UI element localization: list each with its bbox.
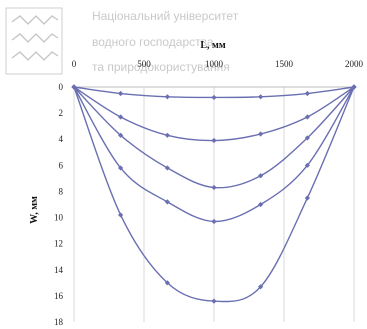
- data-point-s1-4: [211, 94, 217, 101]
- x-tick-label: 1000: [205, 59, 224, 69]
- data-point-s4-5: [258, 201, 264, 208]
- watermark-line-1: Національний університет: [92, 9, 239, 23]
- grid: [73, 86, 355, 322]
- data-point-s3-4: [211, 184, 217, 191]
- watermark-line-2: водного господарства: [92, 35, 214, 49]
- data-point-s3-3: [164, 165, 170, 171]
- data-point-s2-3: [164, 132, 170, 138]
- y-tick-label: 2: [59, 108, 64, 118]
- data-point-s4-4: [211, 218, 217, 225]
- y-tick-label: 12: [54, 239, 63, 249]
- x-tick-label: 2000: [345, 59, 364, 69]
- y-tick-label: 8: [59, 186, 64, 196]
- y-tick-label: 6: [59, 160, 64, 170]
- data-point-s3-2: [118, 132, 124, 138]
- x-tick-label: 1500: [275, 59, 294, 69]
- y-tick-label: 4: [59, 134, 64, 144]
- data-point-s4-3: [164, 199, 170, 205]
- x-tick-label: 0: [72, 59, 77, 69]
- y-tick-labels: 0 2 4 6 8 10 12 14 16 18: [54, 82, 64, 327]
- data-point-s3-5: [258, 173, 264, 179]
- y-axis-title: W, мм: [29, 196, 40, 224]
- data-point-s5-3: [164, 280, 170, 286]
- x-tick-labels: 0 500 1000 1500 2000: [72, 59, 364, 69]
- data-point-s5-2: [118, 212, 124, 218]
- series-group: [71, 84, 357, 304]
- data-point-s2-5: [258, 131, 264, 137]
- watermark-line-3: та природокористування: [92, 60, 230, 74]
- data-point-s1-3: [164, 94, 170, 100]
- data-point-s2-6: [304, 114, 310, 120]
- data-point-s5-1: [71, 84, 77, 90]
- data-point-s2-4: [211, 137, 217, 144]
- data-point-s3-6: [304, 135, 310, 141]
- x-tick-label: 500: [137, 59, 151, 69]
- y-tick-label: 14: [54, 265, 64, 275]
- data-point-s4-2: [118, 165, 124, 171]
- y-tick-label: 16: [54, 291, 64, 301]
- data-point-s1-6: [304, 90, 310, 97]
- x-axis-title: L, мм: [200, 40, 225, 51]
- data-point-s5-5: [258, 284, 264, 290]
- y-tick-label: 0: [59, 82, 64, 92]
- data-point-s5-6: [304, 195, 310, 201]
- data-point-s2-2: [118, 114, 124, 120]
- data-point-s4-6: [304, 162, 310, 168]
- data-point-s5-7: [351, 84, 357, 90]
- data-point-s1-5: [258, 94, 264, 100]
- watermark-logo: [5, 7, 63, 75]
- data-point-s5-4: [211, 298, 217, 304]
- y-tick-label: 18: [54, 317, 64, 327]
- watermark-text: Національний університет водного господа…: [92, 9, 239, 74]
- data-point-s1-2: [118, 90, 124, 97]
- y-tick-label: 10: [54, 213, 64, 223]
